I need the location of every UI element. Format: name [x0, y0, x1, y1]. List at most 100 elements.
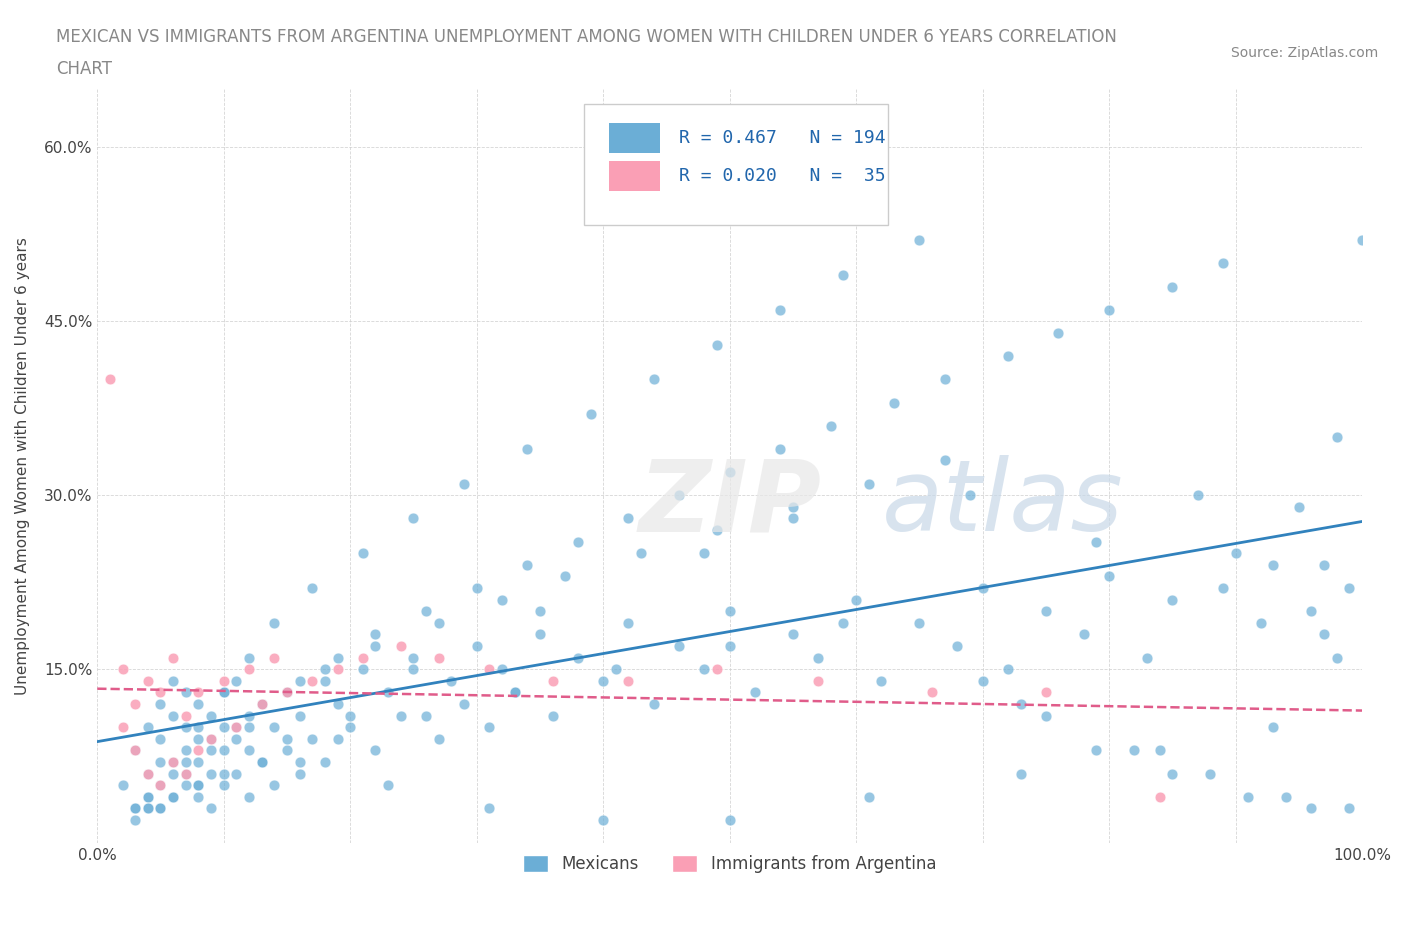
Point	[478, 801, 501, 816]
Point	[124, 801, 146, 816]
Point	[1035, 685, 1057, 700]
Point	[870, 673, 893, 688]
Legend: Mexicans, Immigrants from Argentina: Mexicans, Immigrants from Argentina	[516, 848, 943, 880]
Point	[136, 801, 159, 816]
Point	[605, 662, 627, 677]
Point	[567, 534, 589, 549]
Point	[541, 673, 564, 688]
Point	[693, 662, 716, 677]
Point	[136, 790, 159, 804]
Point	[174, 743, 197, 758]
Point	[1161, 592, 1184, 607]
Point	[415, 604, 437, 618]
Point	[832, 616, 855, 631]
Point	[516, 442, 538, 457]
Point	[1098, 569, 1121, 584]
Point	[124, 743, 146, 758]
Point	[162, 673, 184, 688]
Point	[1339, 580, 1361, 595]
Point	[858, 790, 880, 804]
Point	[200, 743, 222, 758]
Point	[769, 442, 792, 457]
Point	[465, 580, 488, 595]
Point	[1085, 534, 1108, 549]
Point	[364, 627, 387, 642]
Point	[782, 627, 804, 642]
Point	[225, 731, 247, 746]
Point	[301, 731, 323, 746]
Point	[174, 777, 197, 792]
Point	[541, 708, 564, 723]
Y-axis label: Unemployment Among Women with Children Under 6 years: Unemployment Among Women with Children U…	[15, 237, 30, 696]
Point	[149, 685, 172, 700]
Point	[807, 673, 830, 688]
Point	[314, 662, 336, 677]
Bar	[609, 161, 659, 192]
Point	[136, 766, 159, 781]
Point	[1085, 743, 1108, 758]
Point	[718, 639, 741, 654]
Point	[1187, 488, 1209, 503]
Point	[1288, 499, 1310, 514]
Point	[718, 813, 741, 828]
Point	[807, 650, 830, 665]
Point	[187, 754, 209, 769]
Point	[554, 569, 576, 584]
Point	[1123, 743, 1146, 758]
Point	[491, 592, 513, 607]
Point	[1326, 430, 1348, 445]
Point	[668, 639, 690, 654]
Point	[238, 790, 260, 804]
Point	[1339, 801, 1361, 816]
Point	[200, 731, 222, 746]
Point	[845, 592, 868, 607]
Point	[263, 616, 285, 631]
Point	[617, 616, 640, 631]
Point	[149, 801, 172, 816]
Point	[1237, 790, 1260, 804]
Point	[174, 708, 197, 723]
Point	[288, 766, 311, 781]
Text: R = 0.467   N = 194: R = 0.467 N = 194	[679, 129, 886, 147]
Point	[706, 523, 728, 538]
Point	[453, 697, 475, 711]
Point	[124, 697, 146, 711]
Point	[250, 697, 273, 711]
Point	[136, 720, 159, 735]
Point	[326, 731, 349, 746]
Point	[415, 708, 437, 723]
Point	[402, 511, 425, 525]
Point	[187, 777, 209, 792]
Point	[187, 790, 209, 804]
Text: CHART: CHART	[56, 60, 112, 78]
Point	[212, 766, 235, 781]
Point	[187, 685, 209, 700]
Point	[921, 685, 943, 700]
Point	[934, 372, 956, 387]
Point	[225, 766, 247, 781]
Point	[174, 685, 197, 700]
Point	[212, 685, 235, 700]
Point	[402, 662, 425, 677]
Point	[997, 662, 1019, 677]
Text: MEXICAN VS IMMIGRANTS FROM ARGENTINA UNEMPLOYMENT AMONG WOMEN WITH CHILDREN UNDE: MEXICAN VS IMMIGRANTS FROM ARGENTINA UNE…	[56, 28, 1118, 46]
Point	[782, 511, 804, 525]
Point	[276, 743, 298, 758]
Point	[187, 720, 209, 735]
Point	[972, 673, 994, 688]
Point	[162, 708, 184, 723]
Point	[1035, 708, 1057, 723]
Point	[832, 268, 855, 283]
Point	[1313, 557, 1336, 572]
Point	[149, 777, 172, 792]
Point	[529, 627, 551, 642]
Point	[212, 673, 235, 688]
Point	[225, 720, 247, 735]
Point	[301, 673, 323, 688]
Point	[162, 754, 184, 769]
Point	[225, 673, 247, 688]
Point	[162, 754, 184, 769]
Point	[174, 766, 197, 781]
Point	[276, 731, 298, 746]
Point	[643, 372, 665, 387]
